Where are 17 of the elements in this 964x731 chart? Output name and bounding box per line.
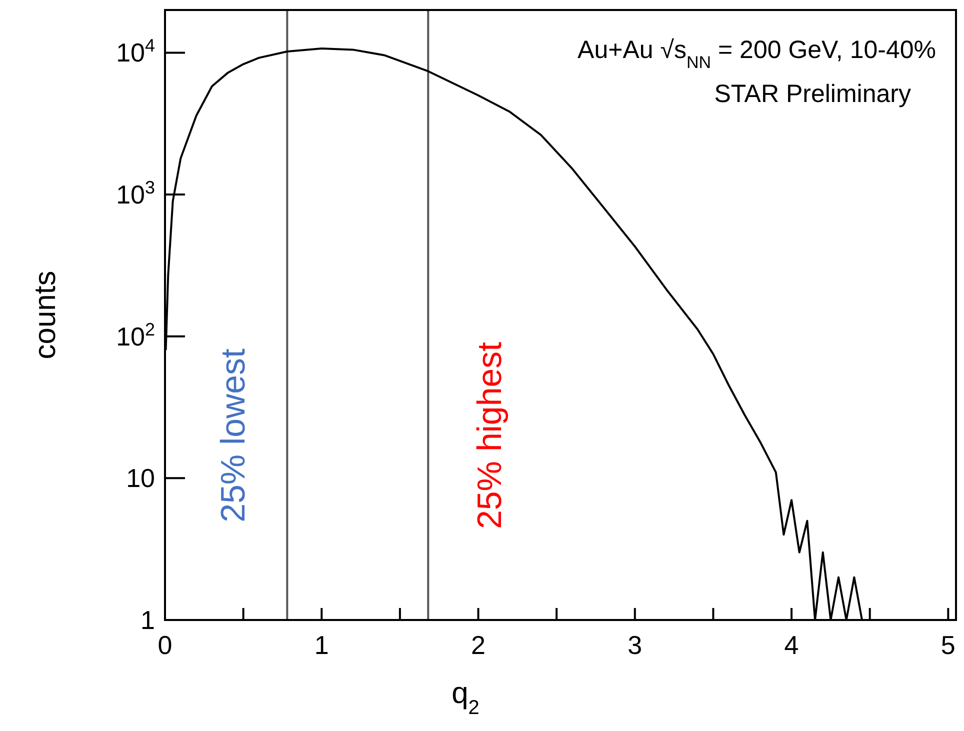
x-tick-label: 2 xyxy=(471,630,486,660)
y-axis-title: counts xyxy=(29,270,62,360)
x-tick-label: 3 xyxy=(628,630,642,660)
annotation: STAR Preliminary xyxy=(714,80,912,108)
x-tick-label: 4 xyxy=(784,630,799,660)
annotation: 25% lowest xyxy=(214,348,252,522)
y-tick-label: 10 xyxy=(126,463,155,494)
x-tick-label: 5 xyxy=(940,630,956,660)
annotation: 25% highest xyxy=(471,341,510,530)
annotation: Au+Au √s$_{NN}$ = 200 GeV, 10-40% xyxy=(578,36,936,72)
x-tick-label: 0 xyxy=(158,630,172,660)
y-tick-label: 10$^{2}$ xyxy=(116,319,155,352)
y-tick-label: 10$^{4}$ xyxy=(116,36,155,68)
y-tick-label: 10$^{3}$ xyxy=(116,178,155,210)
x-axis-title: q$_{2}$ xyxy=(452,677,480,719)
y-tick-label: 1 xyxy=(140,605,155,635)
x-tick-label: 1 xyxy=(314,630,329,660)
